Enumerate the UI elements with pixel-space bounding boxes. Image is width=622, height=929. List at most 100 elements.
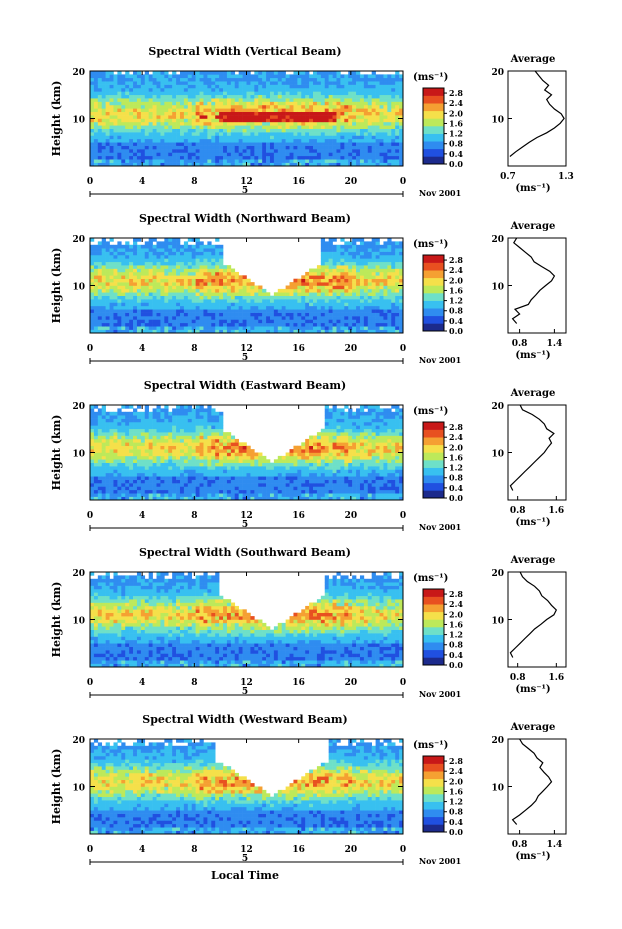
heatmap-cell bbox=[183, 316, 189, 320]
heatmap-cell bbox=[113, 94, 118, 99]
heatmap-cell bbox=[238, 98, 243, 102]
heatmap-cell bbox=[121, 329, 126, 334]
heatmap-cell bbox=[305, 128, 310, 133]
heatmap-cell bbox=[363, 87, 369, 92]
heatmap-cell bbox=[324, 312, 329, 317]
heatmap-cell bbox=[316, 84, 322, 89]
heatmap-cell bbox=[246, 108, 251, 113]
heatmap-cell bbox=[187, 145, 193, 150]
heatmap-cell bbox=[125, 295, 130, 300]
heatmap-cell bbox=[391, 275, 396, 280]
heatmap-cell bbox=[168, 493, 173, 497]
heatmap-cell bbox=[332, 238, 337, 242]
heatmap-cell bbox=[238, 94, 243, 99]
heatmap-cell bbox=[336, 326, 341, 330]
heatmap-cell bbox=[195, 493, 200, 497]
heatmap-cell bbox=[273, 138, 279, 143]
heatmap-cell bbox=[363, 265, 369, 269]
heatmap-cell bbox=[363, 316, 369, 320]
heatmap-cell bbox=[387, 265, 392, 269]
heatmap-cell bbox=[179, 466, 185, 470]
heatmap-cell bbox=[129, 278, 134, 283]
heatmap-cell bbox=[183, 138, 189, 143]
heatmap-cell bbox=[344, 125, 349, 129]
heatmap-cell bbox=[336, 316, 341, 320]
heatmap-cell bbox=[266, 98, 271, 102]
heatmap-cell bbox=[164, 489, 169, 494]
heatmap-cell bbox=[254, 132, 259, 136]
heatmap-cell bbox=[242, 282, 247, 286]
heatmap-cell bbox=[340, 149, 345, 153]
heatmap-cell bbox=[97, 299, 103, 303]
heatmap-cell bbox=[281, 128, 286, 133]
heatmap-cell bbox=[332, 278, 337, 283]
heatmap-cell bbox=[391, 288, 396, 293]
heatmap-cell bbox=[187, 459, 193, 463]
heatmap-cell bbox=[258, 104, 263, 109]
heatmap-cell bbox=[164, 493, 169, 497]
heatmap-cell bbox=[266, 159, 271, 163]
heatmap-cell bbox=[293, 278, 298, 283]
heatmap-cell bbox=[129, 435, 134, 440]
heatmap-cell bbox=[117, 241, 122, 246]
heatmap-cell bbox=[332, 71, 337, 75]
heatmap-cell bbox=[344, 111, 349, 116]
heatmap-cell bbox=[164, 299, 169, 303]
heatmap-cell bbox=[183, 268, 189, 273]
heatmap-cell bbox=[301, 94, 306, 99]
heatmap-cell bbox=[293, 135, 298, 140]
heatmap-cell bbox=[117, 275, 122, 280]
heatmap-cell bbox=[160, 275, 165, 280]
heatmap-cell bbox=[223, 312, 228, 317]
heatmap-cell bbox=[164, 459, 169, 463]
heatmap-cell bbox=[136, 415, 142, 419]
heatmap-cell bbox=[211, 162, 216, 167]
heatmap-cell bbox=[234, 309, 239, 313]
heatmap-cell bbox=[395, 254, 400, 259]
heatmap-cell bbox=[297, 128, 302, 133]
heatmap-cell bbox=[121, 449, 126, 453]
heatmap-cell bbox=[328, 138, 333, 143]
heatmap-cell bbox=[97, 326, 103, 330]
heatmap-cell bbox=[172, 452, 177, 457]
heatmap-cell bbox=[301, 121, 306, 126]
heatmap-cell bbox=[387, 251, 392, 256]
heatmap-cell bbox=[250, 115, 255, 119]
heatmap-cell bbox=[113, 302, 118, 307]
heatmap-cell bbox=[191, 438, 196, 443]
heatmap-cell bbox=[187, 71, 193, 75]
heatmap-cell bbox=[109, 159, 114, 163]
heatmap-cell bbox=[285, 145, 290, 150]
heatmap-cell bbox=[117, 493, 122, 497]
heatmap-cell bbox=[105, 425, 110, 430]
heatmap-cell bbox=[328, 159, 333, 163]
heatmap-cell bbox=[101, 271, 106, 276]
heatmap-cell bbox=[230, 98, 236, 102]
heatmap-cell bbox=[109, 132, 114, 136]
heatmap-cell bbox=[179, 479, 185, 484]
heatmap-cell bbox=[363, 275, 369, 280]
heatmap-cell bbox=[121, 302, 126, 307]
heatmap-cell bbox=[160, 322, 165, 327]
heatmap-cell bbox=[203, 305, 208, 310]
heatmap-cell bbox=[238, 135, 243, 140]
heatmap-cell bbox=[129, 472, 134, 477]
heatmap-cell bbox=[305, 111, 310, 116]
heatmap-cell bbox=[199, 271, 204, 276]
heatmap-cell bbox=[144, 312, 149, 317]
heatmap-cell bbox=[211, 288, 216, 293]
heatmap-cell bbox=[195, 142, 200, 146]
heatmap-cell bbox=[301, 98, 306, 102]
heatmap-cell bbox=[168, 111, 173, 116]
heatmap-cell bbox=[215, 101, 220, 106]
heatmap-cell bbox=[215, 77, 220, 82]
heatmap-cell bbox=[101, 309, 106, 313]
heatmap-cell bbox=[359, 142, 365, 146]
heatmap-cell bbox=[90, 111, 95, 116]
heatmap-cell bbox=[90, 309, 95, 313]
heatmap-cell bbox=[90, 135, 95, 140]
heatmap-cell bbox=[176, 411, 181, 416]
heatmap-cell bbox=[359, 115, 365, 119]
heatmap-cell bbox=[117, 84, 122, 89]
heatmap-cell bbox=[223, 77, 228, 82]
